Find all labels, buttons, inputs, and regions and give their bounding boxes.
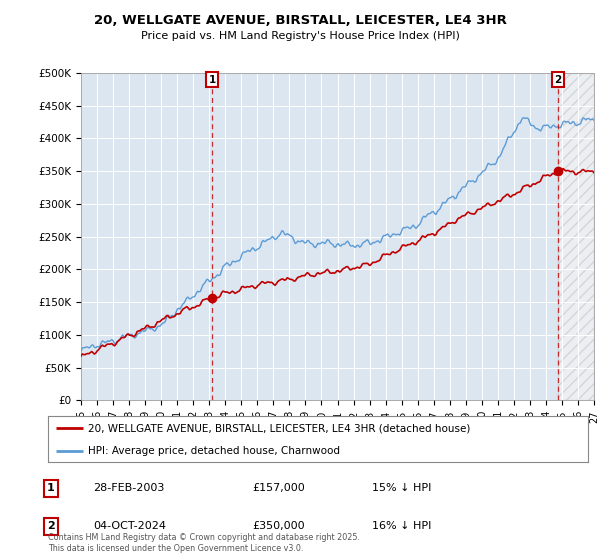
Text: 1: 1 <box>47 483 55 493</box>
Text: £157,000: £157,000 <box>252 483 305 493</box>
Text: 2: 2 <box>554 75 562 85</box>
Text: 28-FEB-2003: 28-FEB-2003 <box>93 483 164 493</box>
Text: 15% ↓ HPI: 15% ↓ HPI <box>372 483 431 493</box>
Bar <box>558 73 594 400</box>
Text: £350,000: £350,000 <box>252 521 305 531</box>
Text: 1: 1 <box>208 75 215 85</box>
Text: 20, WELLGATE AVENUE, BIRSTALL, LEICESTER, LE4 3HR (detached house): 20, WELLGATE AVENUE, BIRSTALL, LEICESTER… <box>89 423 471 433</box>
Text: 04-OCT-2024: 04-OCT-2024 <box>93 521 166 531</box>
Text: Price paid vs. HM Land Registry's House Price Index (HPI): Price paid vs. HM Land Registry's House … <box>140 31 460 41</box>
Bar <box>558 73 594 400</box>
Text: 16% ↓ HPI: 16% ↓ HPI <box>372 521 431 531</box>
Text: 2: 2 <box>47 521 55 531</box>
Text: HPI: Average price, detached house, Charnwood: HPI: Average price, detached house, Char… <box>89 446 341 456</box>
Text: Contains HM Land Registry data © Crown copyright and database right 2025.
This d: Contains HM Land Registry data © Crown c… <box>48 533 360 553</box>
Text: 20, WELLGATE AVENUE, BIRSTALL, LEICESTER, LE4 3HR: 20, WELLGATE AVENUE, BIRSTALL, LEICESTER… <box>94 14 506 27</box>
